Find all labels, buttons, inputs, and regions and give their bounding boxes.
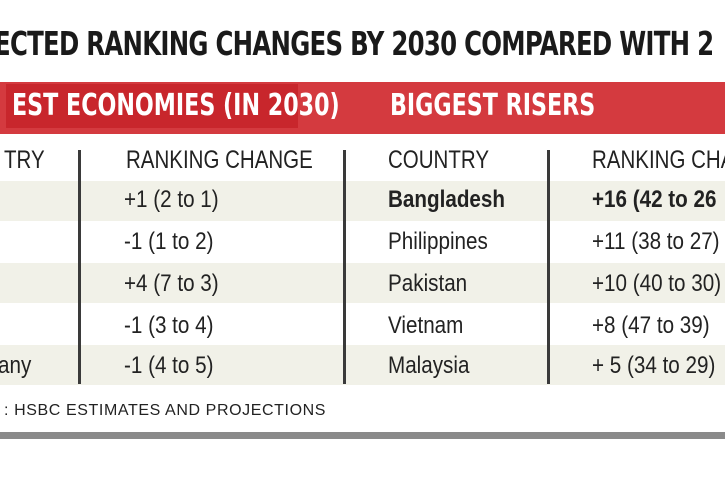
header-band-left [6,84,298,128]
right-table-heading: BIGGEST RISERS [390,88,596,123]
left-row-2-change: -1 (1 to 2) [124,228,214,255]
source-note: : HSBC ESTIMATES AND PROJECTIONS [4,402,327,419]
row-band-5 [0,345,725,385]
row-band-3 [0,263,725,303]
right-row-5-change: + 5 (34 to 29) [592,352,716,379]
right-row-3-change: +10 (40 to 30) [592,270,722,297]
left-change-header: RANKING CHANGE [126,146,313,174]
left-country-header: TRY [4,146,45,174]
left-row-5-change: -1 (4 to 5) [124,352,214,379]
right-row-2-country: Philippines [388,228,488,255]
center-divider [343,150,346,384]
left-row-5-country: any [0,352,32,379]
left-row-3-change: +4 (7 to 3) [124,270,219,297]
right-row-5-country: Malaysia [388,352,470,379]
right-row-4-change: +8 (47 to 39) [592,312,710,339]
left-row-1-change: +1 (2 to 1) [124,186,219,213]
chart-title: ECTED RANKING CHANGES BY 2030 COMPARED W… [0,24,714,63]
right-country-header: COUNTRY [388,146,490,174]
left-table-heading: EST ECONOMIES (IN 2030) [12,88,340,123]
right-row-4-country: Vietnam [388,312,464,339]
left-divider [78,150,81,384]
right-row-3-country: Pakistan [388,270,468,297]
row-band-1 [0,181,725,221]
left-row-4-change: -1 (3 to 4) [124,312,214,339]
right-row-1-change: +16 (42 to 26 [592,186,717,213]
right-row-1-country: Bangladesh [388,186,505,213]
right-row-2-change: +11 (38 to 27) [592,228,720,255]
bottom-rule [0,432,725,439]
right-change-header: RANKING CHA [592,146,725,174]
right-divider [547,150,550,384]
